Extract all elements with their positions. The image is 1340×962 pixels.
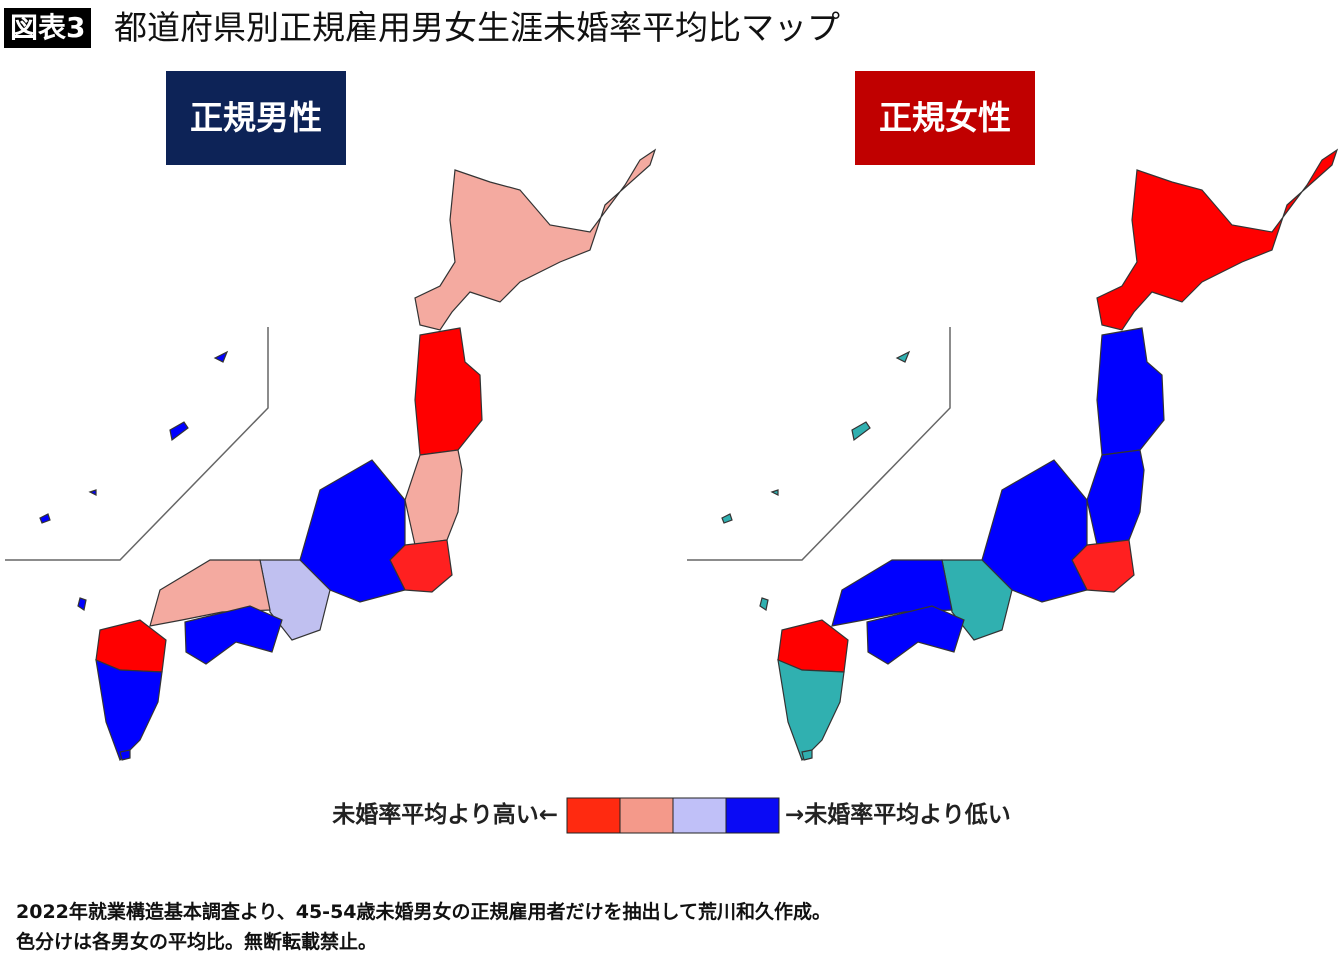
panel-label: 正規男性 — [166, 71, 346, 165]
region — [1096, 327, 1165, 456]
legend-low: →未婚率平均より低い — [785, 802, 1011, 828]
region — [1086, 449, 1145, 546]
map-female — [687, 149, 1338, 761]
inset-border — [687, 327, 951, 561]
figure-badge: 図表3 — [4, 8, 92, 48]
region — [777, 659, 845, 761]
legend-swatch — [566, 797, 621, 834]
note: 2022年就業構造基本調査より、45-54歳未婚男女の正規雇用者だけを抽出して荒… — [16, 901, 831, 923]
page-title: 都道府県別正規雇用男女生涯未婚率平均比マップ — [114, 8, 840, 47]
region — [95, 659, 163, 761]
region — [404, 449, 463, 546]
legend-swatch — [672, 797, 727, 834]
note: 色分けは各男女の平均比。無断転載禁止。 — [16, 931, 378, 953]
region — [414, 149, 656, 331]
legend-swatch — [619, 797, 674, 834]
map-male — [5, 149, 656, 761]
legend-high: 未婚率平均より高い← — [332, 802, 558, 828]
inset-border — [5, 327, 269, 561]
panel-label: 正規女性 — [855, 71, 1035, 165]
region — [1096, 149, 1338, 331]
region — [414, 327, 483, 456]
legend-scale — [566, 797, 780, 834]
legend-swatch — [725, 797, 780, 834]
